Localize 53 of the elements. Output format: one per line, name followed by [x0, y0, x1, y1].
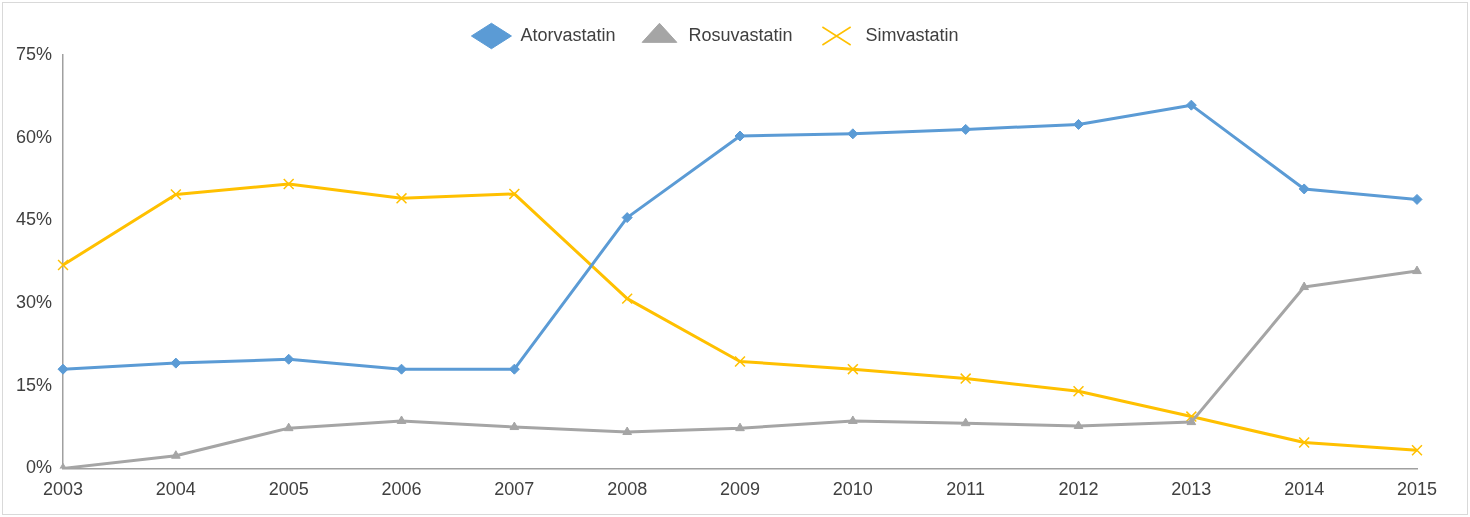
x-tick-label: 2015	[1396, 479, 1438, 500]
x-tick-label: 2004	[155, 479, 196, 500]
y-tick-label: 45%	[16, 209, 53, 230]
point	[1186, 416, 1197, 426]
point	[57, 363, 69, 375]
y-tick-label: 15%	[16, 374, 53, 395]
y-tick-label: 0%	[26, 457, 53, 478]
point	[283, 422, 294, 432]
point	[847, 363, 859, 375]
point	[283, 353, 295, 365]
y-tick-label: 75%	[16, 43, 53, 64]
point	[395, 192, 408, 205]
x-tick-label: 2014	[1284, 479, 1325, 500]
point	[1298, 436, 1310, 449]
legend-label: Rosuvastatin	[688, 24, 793, 45]
x-tick-label: 2008	[607, 479, 648, 500]
x-tick-label: 2011	[946, 479, 986, 500]
point	[1298, 183, 1310, 195]
x-tick-label: 2009	[719, 479, 761, 500]
point	[1411, 444, 1423, 456]
point	[57, 259, 69, 271]
point	[1299, 281, 1309, 291]
point	[621, 292, 633, 305]
point	[396, 415, 407, 424]
point	[1411, 193, 1423, 205]
x-tick-label: 2003	[43, 479, 84, 500]
point	[1072, 385, 1085, 397]
point	[1185, 99, 1197, 111]
point	[621, 212, 633, 224]
x-tick-label: 2013	[1171, 479, 1212, 500]
y-tick-label: 30%	[16, 292, 53, 313]
x-tick-label: 2005	[268, 479, 309, 500]
legend-label: Atorvastatin	[520, 24, 616, 45]
point	[509, 421, 520, 431]
point	[171, 450, 181, 459]
point	[959, 372, 972, 385]
point	[508, 188, 521, 200]
point	[735, 422, 745, 432]
y-tick-label: 60%	[16, 126, 53, 147]
point	[960, 417, 971, 427]
x-tick-label: 2006	[381, 479, 422, 500]
point	[848, 415, 858, 424]
point	[622, 426, 633, 436]
x-tick-label: 2007	[494, 479, 535, 500]
x-tick-label: 2010	[832, 479, 873, 500]
x-tick-label: 2012	[1058, 479, 1099, 500]
point	[734, 355, 746, 368]
point	[1073, 420, 1084, 429]
point	[1412, 265, 1422, 275]
point	[170, 188, 182, 201]
point	[1185, 410, 1198, 423]
point	[282, 178, 295, 190]
legend-label: Simvastatin	[865, 24, 959, 45]
